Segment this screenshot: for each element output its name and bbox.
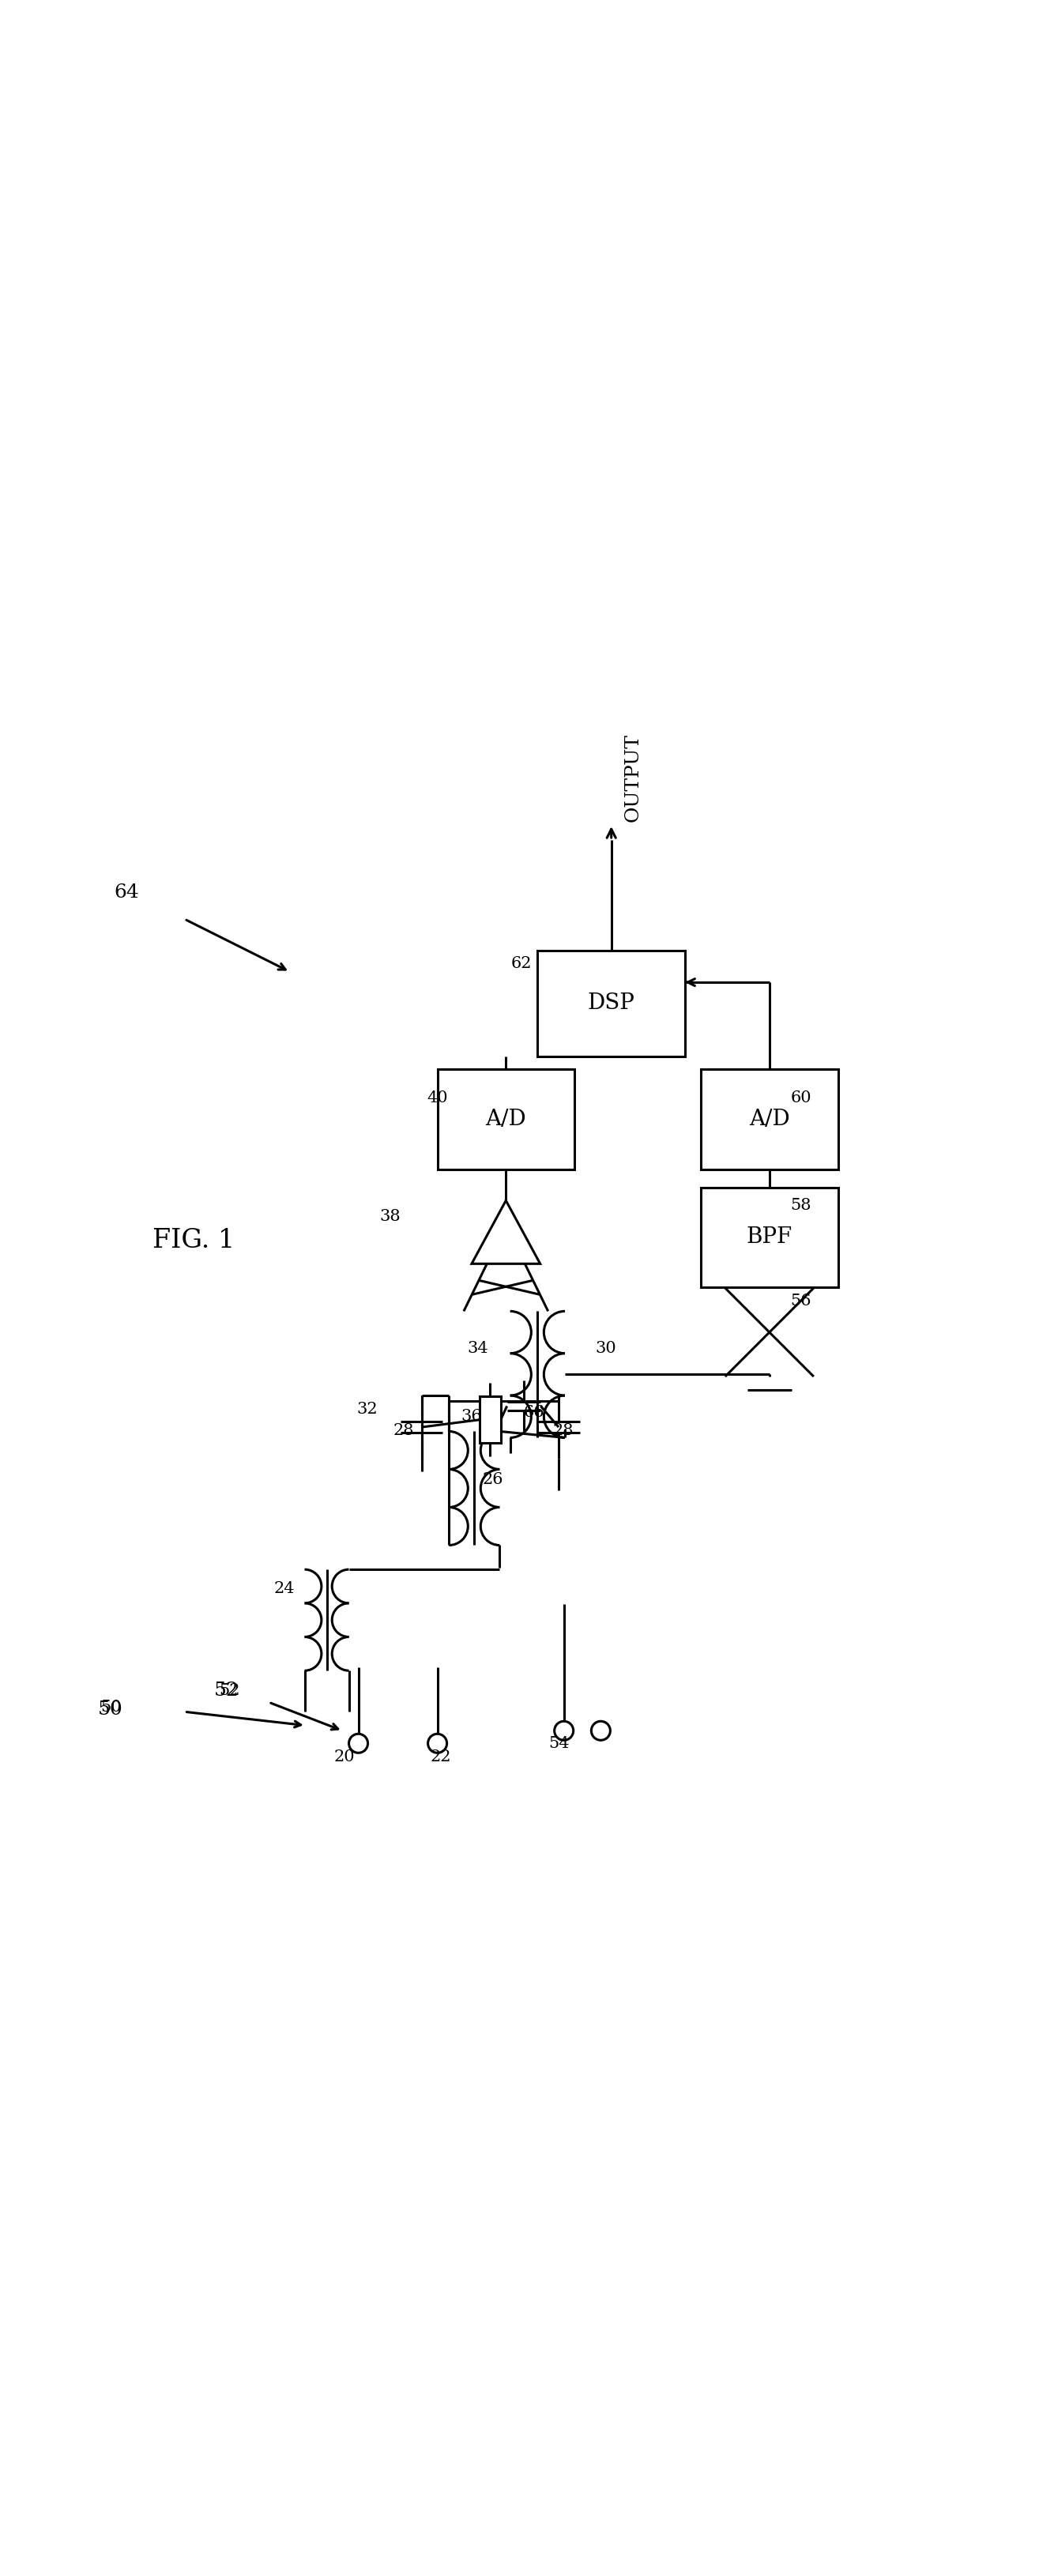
Text: DSP: DSP — [588, 992, 635, 1015]
Text: 38: 38 — [379, 1208, 401, 1224]
Text: 54: 54 — [548, 1736, 569, 1752]
Text: FIG. 1: FIG. 1 — [153, 1229, 235, 1252]
Text: 50: 50 — [100, 1700, 121, 1716]
Text: 24: 24 — [274, 1582, 295, 1597]
Text: 52: 52 — [219, 1682, 240, 1698]
Text: 26: 26 — [483, 1473, 504, 1486]
Text: 60: 60 — [790, 1090, 812, 1105]
Text: 40: 40 — [427, 1090, 448, 1105]
Text: 58: 58 — [790, 1198, 812, 1213]
FancyBboxPatch shape — [437, 1069, 574, 1170]
Bar — [480, 1396, 501, 1443]
Text: 22: 22 — [430, 1749, 451, 1765]
Text: A/D: A/D — [486, 1108, 526, 1131]
Text: OUTPUT: OUTPUT — [624, 734, 642, 822]
Text: 32: 32 — [356, 1401, 377, 1417]
FancyBboxPatch shape — [538, 951, 685, 1056]
Text: 66: 66 — [524, 1404, 545, 1419]
Text: 34: 34 — [467, 1340, 488, 1355]
Text: 62: 62 — [511, 956, 532, 971]
Text: 28: 28 — [393, 1422, 414, 1437]
Text: 50: 50 — [98, 1700, 123, 1718]
Text: 36: 36 — [461, 1409, 482, 1425]
Text: 28: 28 — [552, 1422, 573, 1437]
FancyBboxPatch shape — [701, 1069, 838, 1170]
Text: 20: 20 — [334, 1749, 355, 1765]
Text: 52: 52 — [214, 1682, 239, 1700]
Text: A/D: A/D — [749, 1108, 789, 1131]
Text: 30: 30 — [596, 1340, 617, 1355]
Text: 64: 64 — [114, 884, 139, 902]
Text: BPF: BPF — [746, 1226, 793, 1247]
FancyBboxPatch shape — [701, 1188, 838, 1288]
Text: 56: 56 — [790, 1293, 812, 1309]
